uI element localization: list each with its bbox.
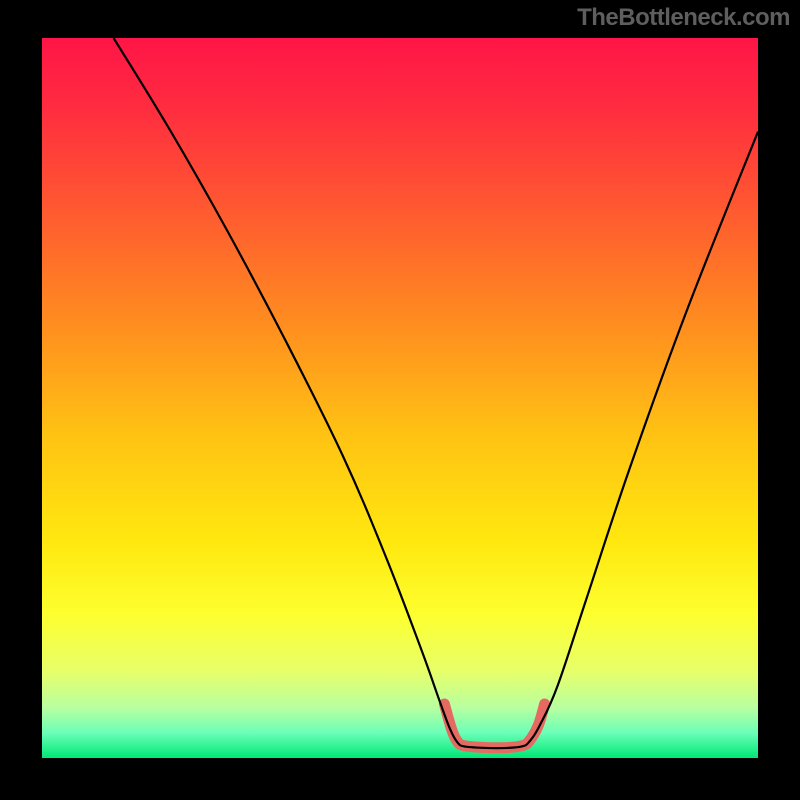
plot-area [42, 38, 758, 758]
watermark-text: TheBottleneck.com [577, 4, 790, 32]
bottleneck-main-curve [114, 38, 758, 748]
curve-layer [42, 38, 758, 758]
chart-frame: TheBottleneck.com [0, 0, 800, 800]
